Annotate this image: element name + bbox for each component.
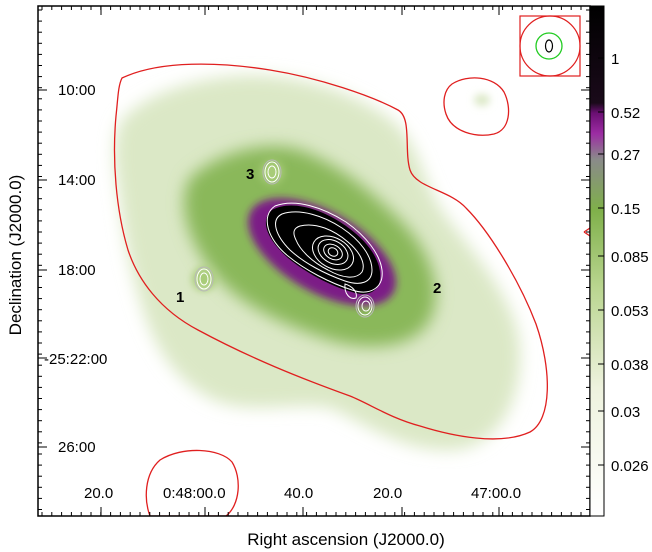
colorbar-tick-label: 0.026 <box>611 458 649 475</box>
colorbar-tick-label: 0.038 <box>611 357 649 374</box>
x-axis-label: Right ascension (J2000.0) <box>247 530 445 549</box>
outer-contour <box>113 63 548 440</box>
colorbar-ticks <box>598 57 604 466</box>
source-label-1: 1 <box>176 289 184 306</box>
source-label-2: 2 <box>433 280 441 297</box>
contour-edge <box>583 227 590 237</box>
y-tick-labels: 10:00 14:00 18:00 -25:22:00 26:00 <box>44 82 107 456</box>
y-tick-label: 10:00 <box>58 82 96 99</box>
colorbar-tick-label: 0.03 <box>611 404 640 421</box>
colorbar-tick-label: 0.52 <box>611 105 640 122</box>
x-tick-label: 47:00.0 <box>471 485 521 502</box>
colorbar-tick-label: 0.085 <box>611 249 649 266</box>
x-tick-label: 0:48:00.0 <box>163 485 226 502</box>
colorbar-gradient <box>589 5 605 517</box>
y-tick-label: 18:00 <box>58 262 96 279</box>
beam-symbol <box>519 15 581 77</box>
colorbar-tick-label: 0.053 <box>611 303 649 320</box>
axis-ticks <box>38 6 590 516</box>
x-tick-label: 20.0 <box>84 485 113 502</box>
emission-image <box>114 75 521 451</box>
x-tick-labels: 20.0 0:48:00.0 40.0 20.0 47:00.0 <box>84 485 521 502</box>
contour-south <box>145 449 239 516</box>
x-tick-label: 40.0 <box>284 485 313 502</box>
white-contours <box>196 161 383 316</box>
colorbar: 1 0.52 0.27 0.15 0.085 0.053 0.038 0.03 … <box>589 5 649 517</box>
red-contours <box>113 63 590 516</box>
core-emission <box>265 205 381 294</box>
y-axis-label: Declination (J2000.0) <box>6 175 25 336</box>
contour-north-east <box>443 77 510 136</box>
y-tick-label: -25:22:00 <box>44 351 107 368</box>
source-label-3: 3 <box>246 166 254 183</box>
colorbar-tick-label: 0.15 <box>611 201 640 218</box>
grey-contours-compact <box>194 159 375 318</box>
colorbar-tick-label: 0.27 <box>611 147 640 164</box>
y-tick-label: 26:00 <box>58 439 96 456</box>
colorbar-tick-label: 1 <box>611 51 619 68</box>
y-tick-label: 14:00 <box>58 172 96 189</box>
colorbar-tick-labels: 1 0.52 0.27 0.15 0.085 0.053 0.038 0.03 … <box>611 51 649 475</box>
x-tick-label: 20.0 <box>373 485 402 502</box>
